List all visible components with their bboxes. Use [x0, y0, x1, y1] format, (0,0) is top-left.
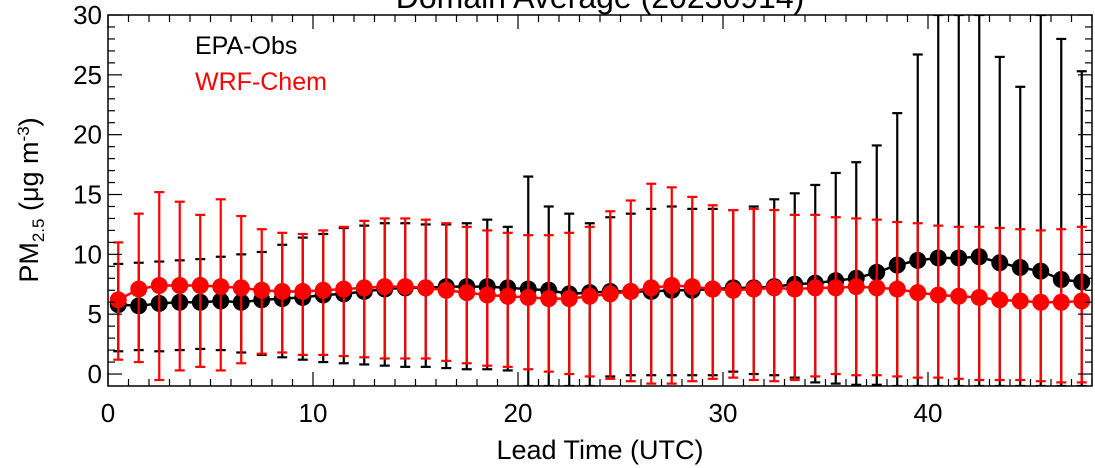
- y-axis-title: PM2.5 (μg m-3): [14, 117, 49, 282]
- legend-label-epa-obs: EPA-Obs: [195, 32, 297, 60]
- data-point: [355, 279, 373, 297]
- data-point: [396, 278, 414, 296]
- data-point: [191, 276, 209, 294]
- y-tick-label: 0: [88, 359, 102, 389]
- y-axis-title-base: PM: [14, 242, 44, 283]
- y-axis-title-unit: (μg m: [14, 141, 44, 218]
- y-axis-title-subscript: 2.5: [29, 219, 48, 243]
- data-point: [560, 290, 578, 308]
- data-point: [683, 278, 701, 296]
- data-point: [806, 279, 824, 297]
- data-point: [581, 287, 599, 305]
- data-point: [314, 281, 332, 299]
- data-point: [294, 282, 312, 300]
- data-point: [847, 278, 865, 296]
- x-axis-title: Lead Time (UTC): [496, 435, 703, 465]
- y-tick-label: 25: [73, 60, 102, 90]
- data-point: [130, 280, 148, 298]
- y-tick-label: 30: [73, 0, 102, 30]
- x-tick-label: 10: [299, 398, 328, 428]
- data-point: [171, 276, 189, 294]
- data-point: [786, 280, 804, 298]
- data-point: [868, 279, 886, 297]
- data-point: [499, 287, 517, 305]
- data-point: [601, 285, 619, 303]
- series-wrf-chem: [109, 182, 1091, 385]
- y-tick-label: 20: [73, 120, 102, 150]
- data-point: [417, 279, 435, 297]
- data-point: [253, 281, 271, 299]
- plot-area: [109, 15, 1091, 386]
- data-point: [109, 291, 127, 309]
- data-point: [745, 280, 763, 298]
- x-tick-label: 20: [504, 398, 533, 428]
- data-point: [827, 279, 845, 297]
- data-point: [991, 291, 1009, 309]
- data-point: [150, 276, 168, 294]
- chart-title: Domain Average (20230914): [396, 0, 805, 15]
- data-point: [622, 282, 640, 300]
- y-tick-label: 15: [73, 180, 102, 210]
- data-point: [929, 286, 947, 304]
- data-point: [458, 284, 476, 302]
- data-point: [663, 276, 681, 294]
- data-point: [1073, 292, 1091, 310]
- data-point: [724, 281, 742, 299]
- data-point: [437, 281, 455, 299]
- data-point: [704, 280, 722, 298]
- x-tick-label: 0: [101, 398, 115, 428]
- data-point: [1032, 293, 1050, 311]
- data-point: [950, 287, 968, 305]
- data-point: [335, 280, 353, 298]
- y-axis-title-unit-close: ): [14, 117, 44, 126]
- data-point: [519, 288, 537, 306]
- x-tick-label: 30: [709, 398, 738, 428]
- axes: 0 10 20 30 40 0 5 10 15 20 25 30: [73, 0, 1093, 428]
- data-point: [478, 286, 496, 304]
- data-point: [909, 284, 927, 302]
- data-point: [232, 279, 250, 297]
- data-point: [970, 288, 988, 306]
- data-point: [888, 280, 906, 298]
- y-tick-label: 5: [88, 299, 102, 329]
- data-point: [1052, 293, 1070, 311]
- data-point: [642, 279, 660, 297]
- data-point: [540, 290, 558, 308]
- y-axis-title-superscript: -3: [14, 126, 33, 141]
- x-tick-label: 40: [914, 398, 943, 428]
- data-point: [273, 282, 291, 300]
- legend-label-wrf-chem: WRF-Chem: [195, 68, 327, 96]
- y-tick-label: 10: [73, 239, 102, 269]
- data-point: [1011, 292, 1029, 310]
- data-point: [376, 278, 394, 296]
- data-point: [765, 279, 783, 297]
- data-point: [212, 278, 230, 296]
